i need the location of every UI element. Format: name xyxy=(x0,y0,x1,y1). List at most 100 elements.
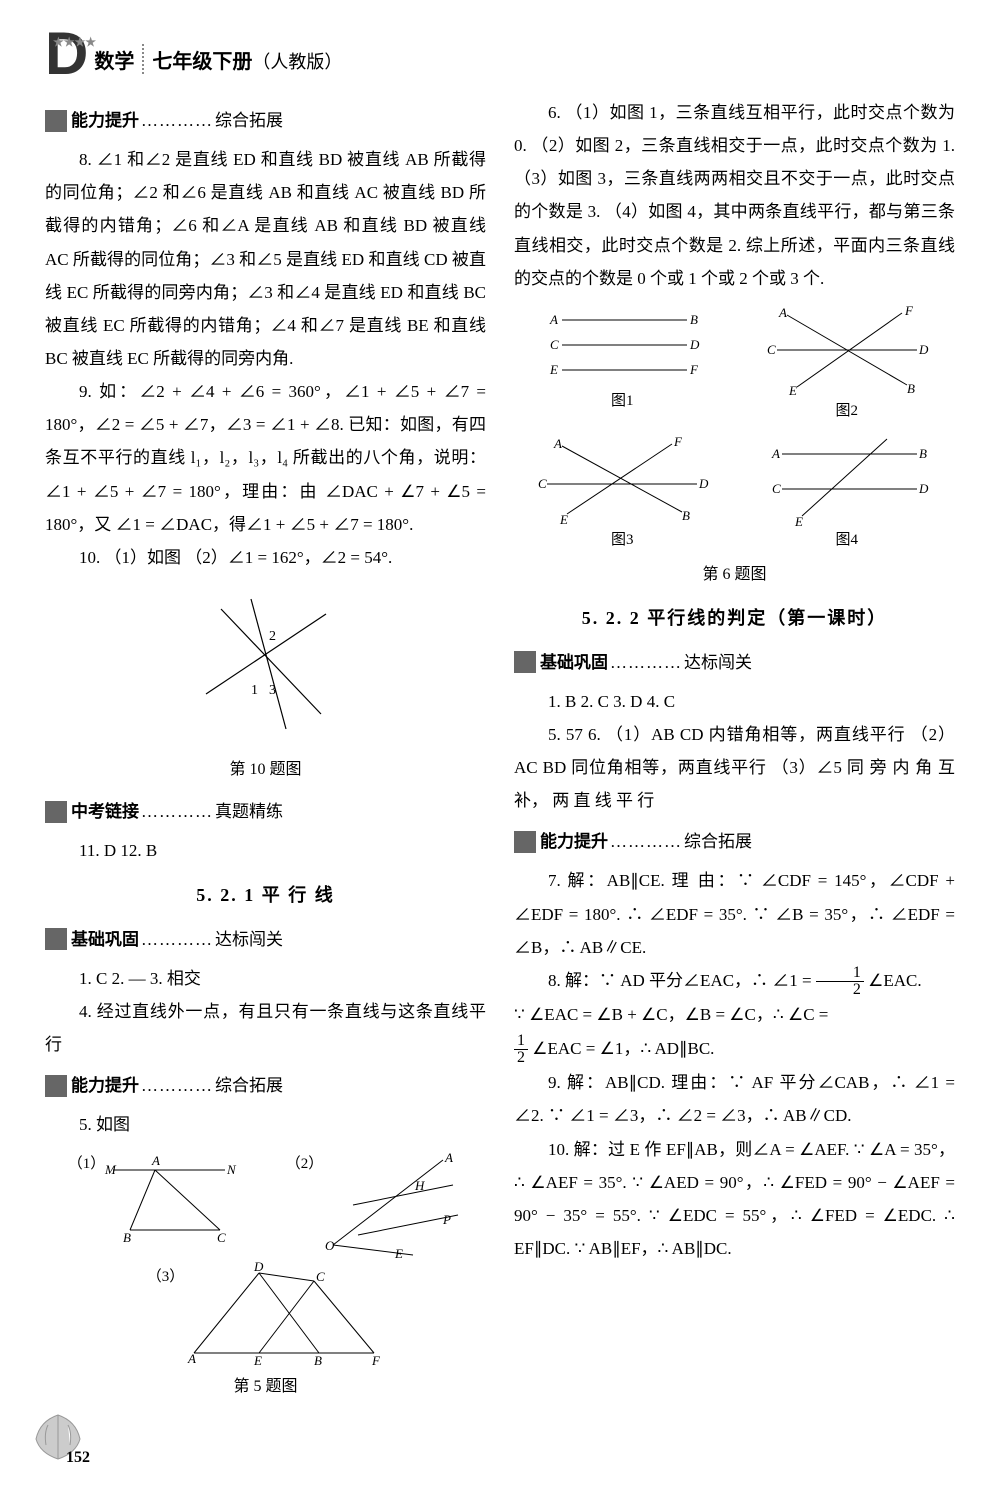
section-subtitle: 综合拓展 xyxy=(215,1069,283,1102)
svg-text:1: 1 xyxy=(251,683,258,698)
problem-4: 4. 经过直线外一点，有且只有一条直线与这条直线平行 xyxy=(45,995,486,1061)
section-marker-icon xyxy=(514,651,536,673)
p8b-text: ∠EAC. xyxy=(868,971,922,990)
figure-6-3: A F C D E B 图3 xyxy=(514,434,731,555)
section-dots: ………… xyxy=(141,104,213,137)
figure-5-1-svg: M A N B C xyxy=(105,1150,240,1240)
problem-6: 6. （1）如图 1，三条直线互相平行，此时交点个数为 0. （2）如图 2，三… xyxy=(514,96,955,295)
svg-text:E: E xyxy=(394,1246,403,1261)
section-title: 能力提升 xyxy=(71,1069,139,1102)
r-problem-10: 10. 解：过 E 作 EF∥AB，则∠A = ∠AEF. ∵ ∠A = 35°… xyxy=(514,1133,955,1266)
chapter-522: 5. 2. 2 平行线的判定（第一课时） xyxy=(514,601,955,636)
svg-text:C: C xyxy=(538,476,547,491)
problem-1-3: 1. C 2. — 3. 相交 xyxy=(45,962,486,995)
svg-text:D: D xyxy=(698,476,709,491)
section-title: 基础巩固 xyxy=(540,646,608,679)
figure-10-svg: 1 2 3 xyxy=(191,584,341,739)
fig6-1-label: 图1 xyxy=(514,387,731,416)
figure-6-4: A B C D E 图4 xyxy=(739,434,956,555)
p8a-text: 8. 解：∵ AD 平分∠EAC，∴ ∠1 = xyxy=(548,971,812,990)
svg-text:E: E xyxy=(253,1353,262,1368)
svg-text:A: A xyxy=(553,436,562,451)
section-title: 中考链接 xyxy=(71,795,139,828)
figure-5-2-svg: A H P O E xyxy=(323,1150,463,1255)
svg-text:3: 3 xyxy=(269,683,276,698)
section-title: 基础巩固 xyxy=(71,923,139,956)
header-letter: D ★★★★ xyxy=(45,30,88,78)
section-marker-icon xyxy=(45,928,67,950)
figure-10-label: 第 10 题图 xyxy=(45,754,486,785)
page-header: D ★★★★ 数学 七年级下册 （人教版） xyxy=(45,30,955,78)
r-problem-8-line3: 12 ∠EAC = ∠1，∴ AD∥BC. xyxy=(514,1032,955,1067)
figure-5-3: （3） D C A E B F xyxy=(147,1263,385,1363)
figure-6-label: 第 6 题图 xyxy=(514,559,955,590)
frac-half-2: 12 xyxy=(514,1033,528,1066)
svg-text:E: E xyxy=(559,512,568,527)
problem-11-12: 11. D 12. B xyxy=(45,834,486,867)
svg-text:E: E xyxy=(788,383,797,398)
figure-5-row1: （1） M A N B C （2） xyxy=(45,1150,486,1255)
r-problem-9: 9. 解：AB∥CD. 理由：∵ AF 平分∠CAB，∴ ∠1 = ∠2. ∵ … xyxy=(514,1066,955,1132)
header-divider xyxy=(142,44,144,74)
page-number: 152 xyxy=(66,1449,90,1467)
p8c-text: ∵ ∠EAC = ∠B + ∠C，∠B = ∠C，∴ ∠C = xyxy=(514,1005,828,1024)
content-columns: 能力提升 ………… 综合拓展 8. ∠1 和∠2 是直线 ED 和直线 BD 被… xyxy=(45,96,955,1402)
section-subtitle: 综合拓展 xyxy=(215,104,283,137)
svg-text:B: B xyxy=(919,446,927,461)
section-title: 能力提升 xyxy=(71,104,139,137)
p8d-text: ∠EAC = ∠1，∴ AD∥BC. xyxy=(532,1039,714,1058)
svg-text:A: A xyxy=(187,1351,196,1366)
problem-9: 9. 如：∠2 + ∠4 + ∠6 = 360°，∠1 + ∠5 + ∠7 = … xyxy=(45,375,486,541)
figure-5-1: （1） M A N B C xyxy=(68,1150,241,1255)
svg-text:B: B xyxy=(314,1353,322,1368)
section-marker-icon xyxy=(45,801,67,823)
svg-text:A: A xyxy=(778,305,787,320)
svg-text:P: P xyxy=(442,1212,451,1227)
left-column: 能力提升 ………… 综合拓展 8. ∠1 和∠2 是直线 ED 和直线 BD 被… xyxy=(45,96,486,1402)
svg-text:B: B xyxy=(690,312,698,327)
svg-text:C: C xyxy=(316,1269,325,1284)
header-edition: （人教版） xyxy=(252,48,342,78)
section-ability-up-3: 能力提升 ………… 综合拓展 xyxy=(514,825,955,858)
r-problem-7: 7. 解：AB∥CE. 理 由：∵ ∠CDF = 145°，∠CDF + ∠ED… xyxy=(514,864,955,963)
svg-text:D: D xyxy=(689,337,700,352)
svg-text:E: E xyxy=(549,362,558,377)
svg-text:H: H xyxy=(414,1178,425,1193)
fig5-1-num: （1） xyxy=(68,1150,106,1179)
svg-text:A: A xyxy=(444,1150,453,1165)
svg-text:B: B xyxy=(123,1230,131,1245)
svg-text:B: B xyxy=(907,381,915,396)
section-exam-link: 中考链接 ………… 真题精练 xyxy=(45,795,486,828)
svg-text:C: C xyxy=(767,342,776,357)
svg-text:C: C xyxy=(217,1230,226,1245)
figure-6-3-svg: A F C D E B xyxy=(532,434,712,524)
svg-text:A: A xyxy=(151,1153,160,1168)
figure-6-grid: A B C D E F 图1 A F C D E xyxy=(514,305,955,556)
section-marker-icon xyxy=(514,831,536,853)
figure-5-row2: （3） D C A E B F xyxy=(45,1263,486,1363)
figure-10: 1 2 3 第 10 题图 xyxy=(45,584,486,785)
section-subtitle: 达标闯关 xyxy=(684,646,752,679)
section-subtitle: 综合拓展 xyxy=(684,825,752,858)
figure-5-3-svg: D C A E B F xyxy=(184,1263,384,1363)
figure-6-2: A F C D E B 图2 xyxy=(739,305,956,426)
svg-text:C: C xyxy=(772,481,781,496)
header-stars: ★★★★ xyxy=(53,38,96,48)
section-dots: ………… xyxy=(610,825,682,858)
section-basic-2: 基础巩固 ………… 达标闯关 xyxy=(514,646,955,679)
section-dots: ………… xyxy=(141,923,213,956)
svg-text:M: M xyxy=(104,1162,117,1177)
r-problem-1-4: 1. B 2. C 3. D 4. C xyxy=(514,685,955,718)
section-subtitle: 真题精练 xyxy=(215,795,283,828)
fig6-2-label: 图2 xyxy=(739,397,956,426)
problem-5: 5. 如图 xyxy=(45,1108,486,1141)
svg-text:F: F xyxy=(689,362,699,377)
fig6-4-label: 图4 xyxy=(739,526,956,555)
svg-text:F: F xyxy=(371,1353,381,1368)
figure-6-1: A B C D E F 图1 xyxy=(514,305,731,426)
figure-5-2: （2） A H P O E xyxy=(286,1150,464,1255)
svg-text:E: E xyxy=(794,514,803,529)
figure-6-1-svg: A B C D E F xyxy=(532,305,712,385)
header-grade: 七年级下册 xyxy=(152,45,252,78)
header-d-text: D xyxy=(45,20,88,87)
